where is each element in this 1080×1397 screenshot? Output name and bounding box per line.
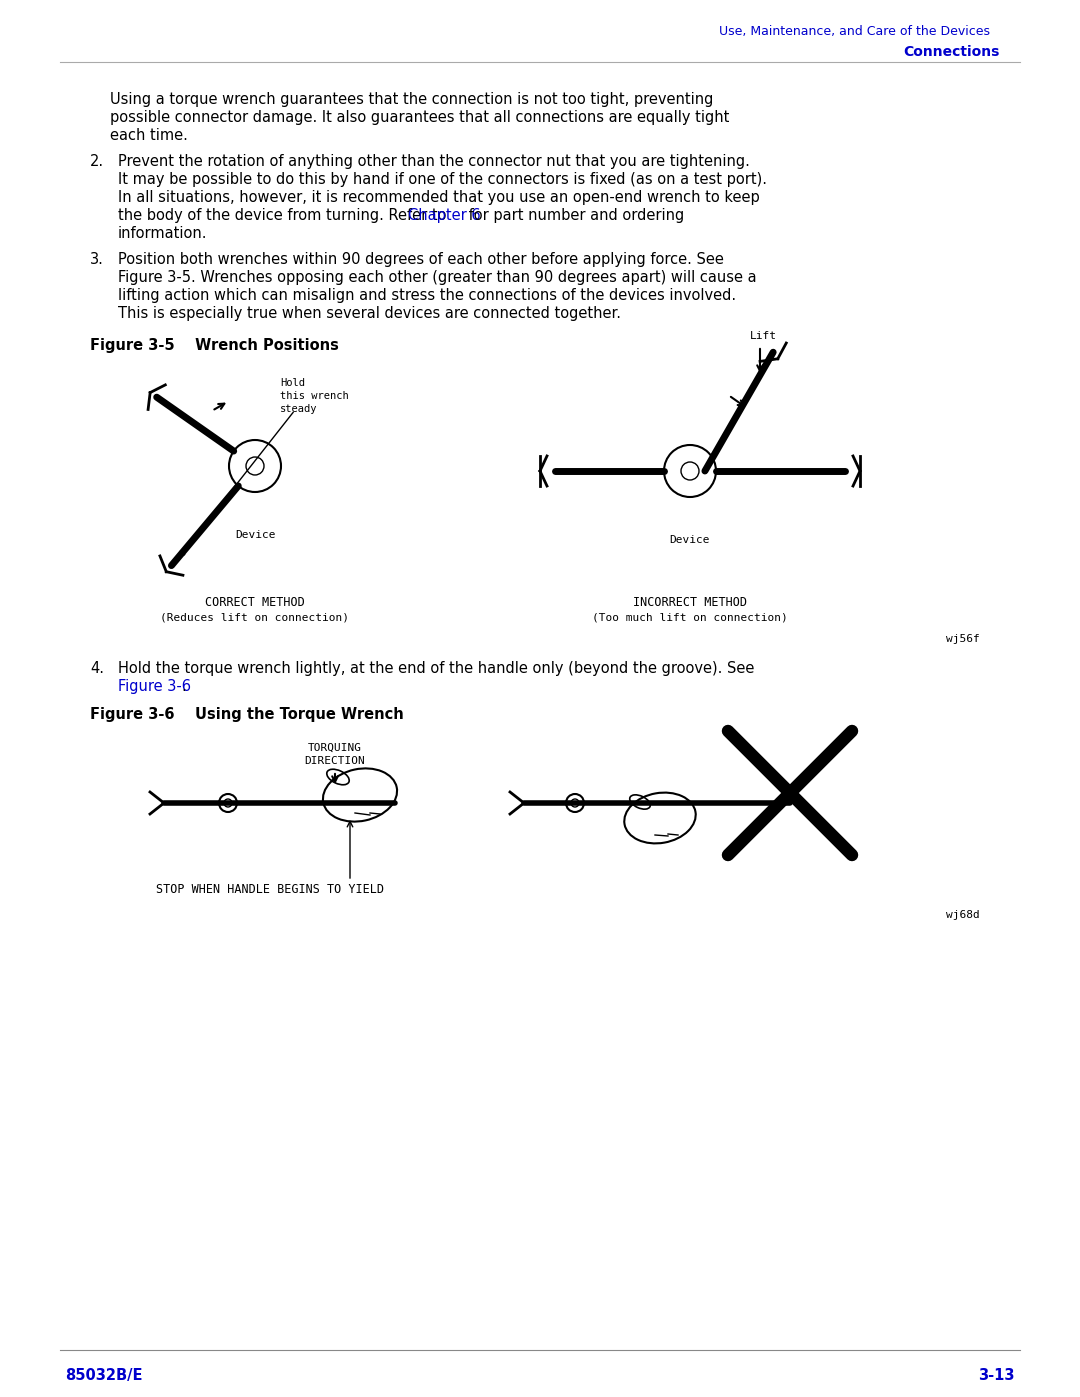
- Text: Position both wrenches within 90 degrees of each other before applying force. Se: Position both wrenches within 90 degrees…: [118, 251, 724, 267]
- Text: (Too much lift on connection): (Too much lift on connection): [592, 612, 788, 622]
- Text: Figure 3-5    Wrench Positions: Figure 3-5 Wrench Positions: [90, 338, 339, 353]
- Text: Device: Device: [234, 529, 275, 541]
- Text: Figure 3-6: Figure 3-6: [118, 679, 191, 694]
- Text: TORQUING
DIRECTION: TORQUING DIRECTION: [305, 743, 365, 766]
- Text: 85032B/E: 85032B/E: [65, 1368, 143, 1383]
- Text: information.: information.: [118, 226, 207, 242]
- Text: the body of the device from turning. Refer to: the body of the device from turning. Ref…: [118, 208, 451, 224]
- Text: Connections: Connections: [904, 45, 1000, 59]
- Text: Hold the torque wrench lightly, at the end of the handle only (beyond the groove: Hold the torque wrench lightly, at the e…: [118, 661, 754, 676]
- Text: 2.: 2.: [90, 154, 104, 169]
- Text: This is especially true when several devices are connected together.: This is especially true when several dev…: [118, 306, 621, 321]
- Text: for part number and ordering: for part number and ordering: [464, 208, 685, 224]
- Text: It may be possible to do this by hand if one of the connectors is fixed (as on a: It may be possible to do this by hand if…: [118, 172, 767, 187]
- Text: INCORRECT METHOD: INCORRECT METHOD: [633, 597, 747, 609]
- Text: 3.: 3.: [90, 251, 104, 267]
- Text: each time.: each time.: [110, 129, 188, 142]
- Text: Using a torque wrench guarantees that the connection is not too tight, preventin: Using a torque wrench guarantees that th…: [110, 92, 714, 108]
- Text: Lift: Lift: [750, 331, 777, 341]
- Text: In all situations, however, it is recommended that you use an open-end wrench to: In all situations, however, it is recomm…: [118, 190, 759, 205]
- Text: Device: Device: [670, 535, 711, 545]
- Text: .: .: [181, 679, 186, 694]
- Text: Use, Maintenance, and Care of the Devices: Use, Maintenance, and Care of the Device…: [719, 25, 990, 39]
- Text: Chapter 6: Chapter 6: [408, 208, 481, 224]
- Text: STOP WHEN HANDLE BEGINS TO YIELD: STOP WHEN HANDLE BEGINS TO YIELD: [156, 883, 384, 895]
- Text: Figure 3-6    Using the Torque Wrench: Figure 3-6 Using the Torque Wrench: [90, 707, 404, 722]
- Text: wj56f: wj56f: [946, 634, 980, 644]
- Text: 3-13: 3-13: [978, 1368, 1015, 1383]
- Text: Figure 3-5. Wrenches opposing each other (greater than 90 degrees apart) will ca: Figure 3-5. Wrenches opposing each other…: [118, 270, 757, 285]
- Text: wj68d: wj68d: [946, 909, 980, 921]
- Text: possible connector damage. It also guarantees that all connections are equally t: possible connector damage. It also guara…: [110, 110, 729, 124]
- Text: Hold
this wrench
steady: Hold this wrench steady: [280, 379, 349, 415]
- Text: 4.: 4.: [90, 661, 104, 676]
- Text: lifting action which can misalign and stress the connections of the devices invo: lifting action which can misalign and st…: [118, 288, 737, 303]
- Text: CORRECT METHOD: CORRECT METHOD: [205, 597, 305, 609]
- Text: Prevent the rotation of anything other than the connector nut that you are tight: Prevent the rotation of anything other t…: [118, 154, 750, 169]
- Text: (Reduces lift on connection): (Reduces lift on connection): [161, 612, 350, 622]
